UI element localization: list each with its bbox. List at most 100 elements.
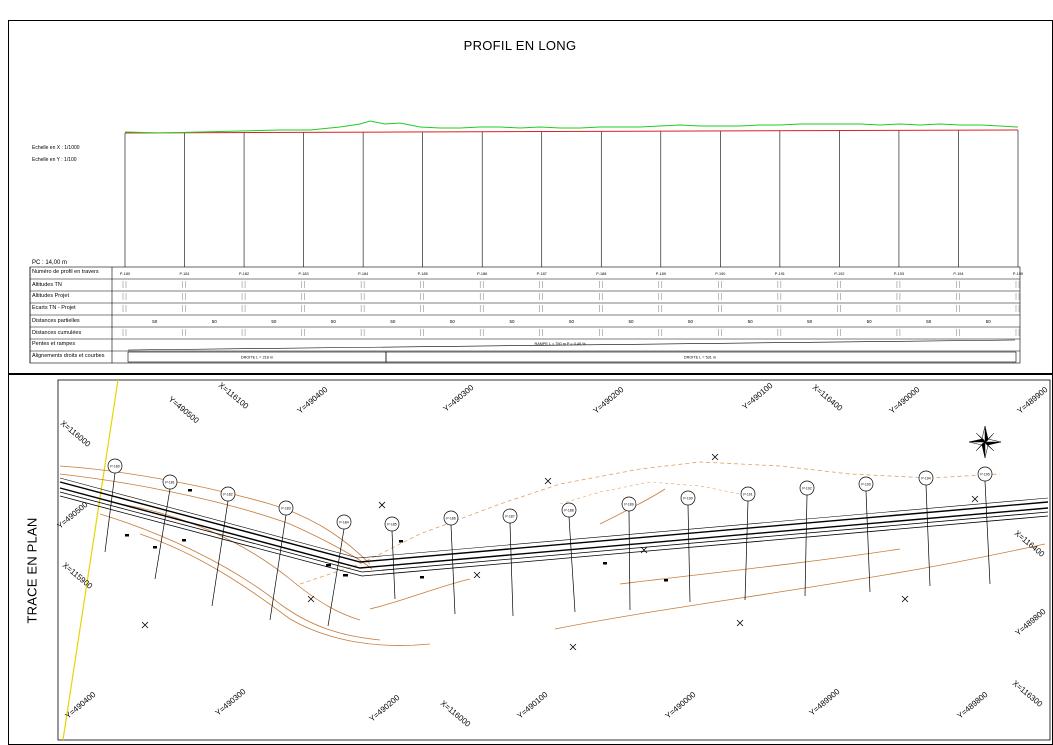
- row-partial-distances: 50 50 50 50 50 50 50 50 50 50 50 50 50 50 50: [152, 319, 991, 324]
- grid-coordinate-label: Y=490000: [664, 690, 698, 721]
- project-line: [124, 129, 1019, 134]
- row-label-altitudes-projet: Altitudes Projet: [32, 293, 69, 299]
- profile-marker: P-182: [211, 486, 236, 607]
- profile-number-label: P-189: [656, 272, 666, 276]
- partial-distance-label: 50: [569, 319, 575, 324]
- svg-text:P-189: P-189: [624, 503, 633, 507]
- profile-number-label: P-188: [596, 272, 606, 276]
- grid-coordinate-label: Y=490300: [442, 383, 476, 414]
- profile-number-label: P-187: [537, 272, 547, 276]
- profile-marker: P-180: [104, 458, 123, 553]
- profile-number-label: P-192: [834, 272, 844, 276]
- plan-drawing: P-180 P-181 P-182 P-183 P-184 P-185 P-186 P-187…: [56, 379, 1051, 741]
- grid-coordinate-label: Y=490400: [296, 385, 330, 416]
- grid-coordinate-label: X=116400: [811, 383, 845, 413]
- profile-marker: P-190: [680, 490, 696, 603]
- profile-number-label: P-183: [299, 272, 309, 276]
- svg-text:P-187: P-187: [505, 515, 514, 519]
- grid-coordinate-label: Y=490000: [888, 385, 922, 416]
- alignment-2-box: [385, 351, 1017, 363]
- profile-number-label: P-191: [775, 272, 785, 276]
- svg-text:P-182: P-182: [223, 493, 232, 497]
- grid-coordinate-label: Y=490200: [592, 385, 626, 416]
- profile-number-label: P-195: [1013, 272, 1023, 276]
- profile-table-grid: [29, 266, 1021, 364]
- profile-number-label: P-182: [239, 272, 249, 276]
- reference-plane-label: PC : 14,00 m: [32, 260, 68, 266]
- partial-distance-label: 50: [748, 319, 754, 324]
- svg-text:P-188: P-188: [564, 509, 573, 513]
- grid-coordinate-label: X=116100: [217, 381, 251, 411]
- svg-text:P-180: P-180: [110, 465, 119, 469]
- station-lines: [124, 130, 1019, 267]
- profile-marker: P-192: [799, 480, 815, 597]
- compass-rose-icon: [968, 425, 1002, 459]
- dashed-boundary: [299, 461, 1001, 585]
- profile-marker: P-189: [621, 496, 637, 611]
- slope-line: [127, 339, 1016, 351]
- profile-marker: P-185: [384, 516, 400, 600]
- grid-coordinate-label: Y=490200: [368, 693, 402, 724]
- partial-distance-label: 50: [688, 319, 694, 324]
- profile-marker: P-183: [269, 500, 294, 621]
- partial-distance-label: 50: [152, 319, 158, 324]
- grid-coordinate-label: Y=490500: [167, 395, 201, 426]
- road-axis: [59, 477, 1049, 577]
- grid-coordinate-label: X=116000: [439, 699, 473, 729]
- terrain-line: [124, 120, 1019, 134]
- grid-coordinate-label: X=116000: [59, 419, 93, 449]
- svg-text:P-186: P-186: [446, 517, 455, 521]
- contour-lines: [59, 465, 1046, 646]
- svg-text:P-184: P-184: [339, 521, 348, 525]
- survey-crosses: [141, 453, 979, 651]
- row-label-ecarts: Ecarts TN - Projet: [32, 305, 76, 311]
- scale-x-label: Echelle en X : 1/1000: [32, 145, 80, 151]
- boundary-line: [62, 379, 119, 741]
- alignment-1-text: DROITE L = 218 m: [241, 356, 273, 360]
- partial-distance-label: 50: [807, 319, 813, 324]
- small-structures: [125, 489, 668, 582]
- grid-coordinate-label: Y=490100: [741, 381, 775, 412]
- row-label-cumulative-distances: Distances cumulées: [32, 330, 82, 336]
- profile-number-label: P-186: [477, 272, 487, 276]
- svg-text:P-194: P-194: [921, 477, 930, 481]
- grid-coordinate-label: Y=489800: [956, 690, 990, 721]
- svg-text:P-191: P-191: [743, 493, 752, 497]
- slope-text: RAMPE L = 750 m P = 0,45 %: [534, 342, 586, 346]
- partial-distance-label: 50: [509, 319, 515, 324]
- svg-text:P-185: P-185: [387, 523, 396, 527]
- row-label-alignments: Alignements droits et courbes: [32, 353, 105, 359]
- partial-distance-label: 50: [867, 319, 873, 324]
- profile-marker: P-193: [858, 476, 874, 593]
- profile-marker: P-195: [977, 466, 993, 585]
- grid-coordinate-label: Y=489900: [1016, 385, 1050, 416]
- grid-coordinate-label: X=116300: [1011, 679, 1045, 709]
- profile-number-label: P-193: [894, 272, 904, 276]
- row-label-altitudes-tn: Altitudes TN: [32, 282, 62, 288]
- svg-text:P-183: P-183: [281, 507, 290, 511]
- row-label-profile-number: Numéro de profil en travers: [32, 269, 99, 275]
- grid-coordinate-label: Y=490300: [214, 687, 248, 718]
- profile-number-label: P-194: [953, 272, 963, 276]
- profile-drawing: P-180 P-181 P-182 P-183 P-184 P-185 P-186 P-187…: [29, 120, 1023, 364]
- profile-number-label: P-180: [120, 272, 130, 276]
- grid-coordinate-label: Y=489800: [1014, 607, 1048, 638]
- profile-marker: P-191: [740, 486, 756, 601]
- profile-markers: P-180 P-181 P-182 P-183 P-184 P-185 P-186 P-187…: [104, 458, 993, 627]
- profile-title: PROFIL EN LONG: [463, 38, 577, 53]
- scale-y-label: Echelle en Y : 1/100: [32, 157, 77, 163]
- partial-distance-label: 50: [331, 319, 337, 324]
- alignment-2-text: DROITE L = 531 m: [684, 356, 716, 360]
- svg-text:P-192: P-192: [802, 487, 811, 491]
- profile-number-label: P-190: [715, 272, 725, 276]
- partial-distance-label: 50: [390, 319, 396, 324]
- grid-coordinate-label: Y=490500: [56, 500, 90, 531]
- profile-marker: P-181: [154, 474, 178, 580]
- row-small-values: [122, 281, 1020, 336]
- svg-text:P-195: P-195: [980, 473, 989, 477]
- partial-distance-label: 50: [926, 319, 932, 324]
- svg-text:P-193: P-193: [861, 483, 870, 487]
- grid-coordinate-label: Y=490100: [516, 690, 550, 721]
- dashed-boundary-2: [559, 481, 741, 505]
